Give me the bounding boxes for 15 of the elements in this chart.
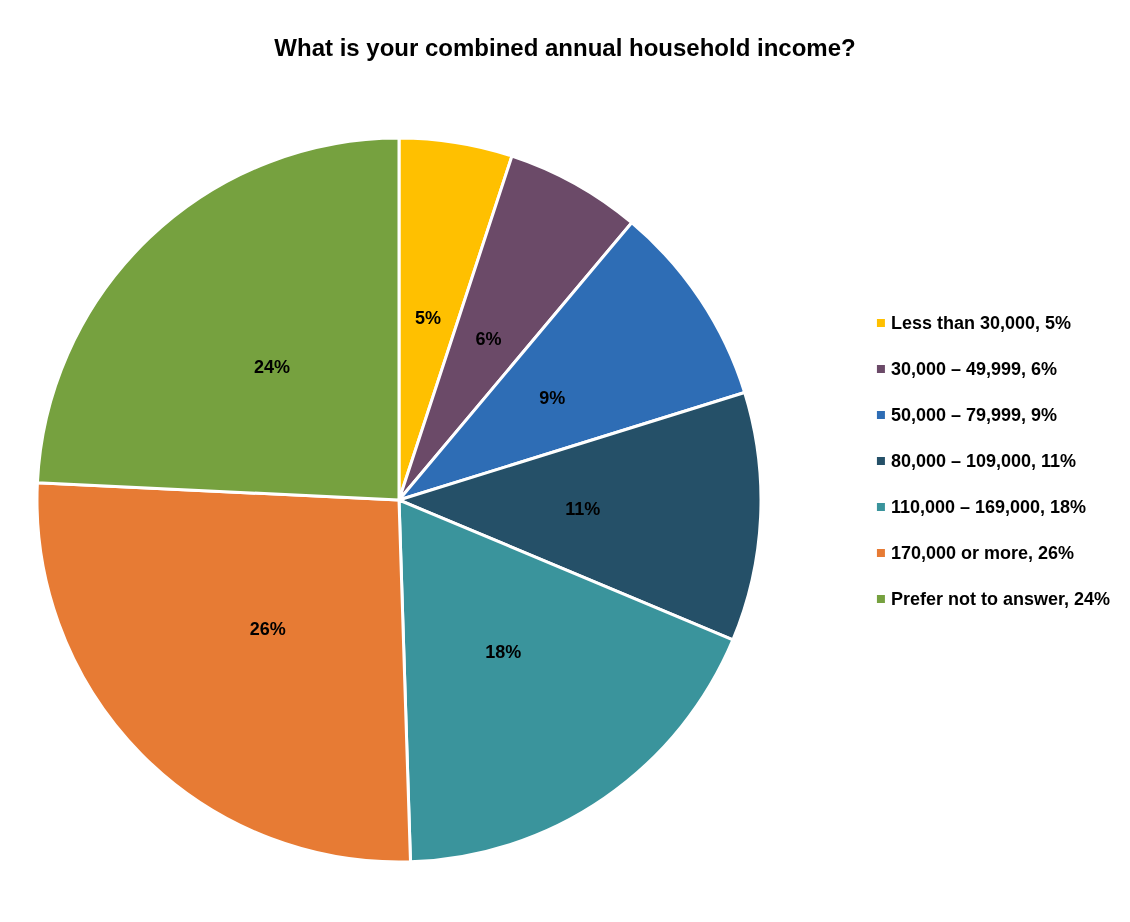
data-label: 18% (485, 641, 522, 662)
data-label: 24% (254, 356, 291, 377)
data-label: 26% (249, 619, 286, 640)
legend-label: 30,000 – 49,999, 6% (890, 359, 1058, 379)
legend-label: 80,000 – 109,000, 11% (890, 451, 1077, 471)
data-label: 5% (415, 308, 442, 329)
legend-label: 110,000 – 169,000, 18% (890, 497, 1087, 517)
chart-title: What is your combined annual household income? (274, 33, 856, 61)
data-label: 9% (539, 388, 566, 409)
legend-label: Less than 30,000, 5% (890, 313, 1072, 333)
legend-label: 170,000 or more, 26% (890, 543, 1075, 563)
legend-label: Prefer not to answer, 24% (890, 589, 1110, 609)
data-label: 6% (475, 329, 502, 350)
legend-label: 50,000 – 79,999, 9% (890, 405, 1058, 425)
data-label: 11% (565, 498, 601, 519)
